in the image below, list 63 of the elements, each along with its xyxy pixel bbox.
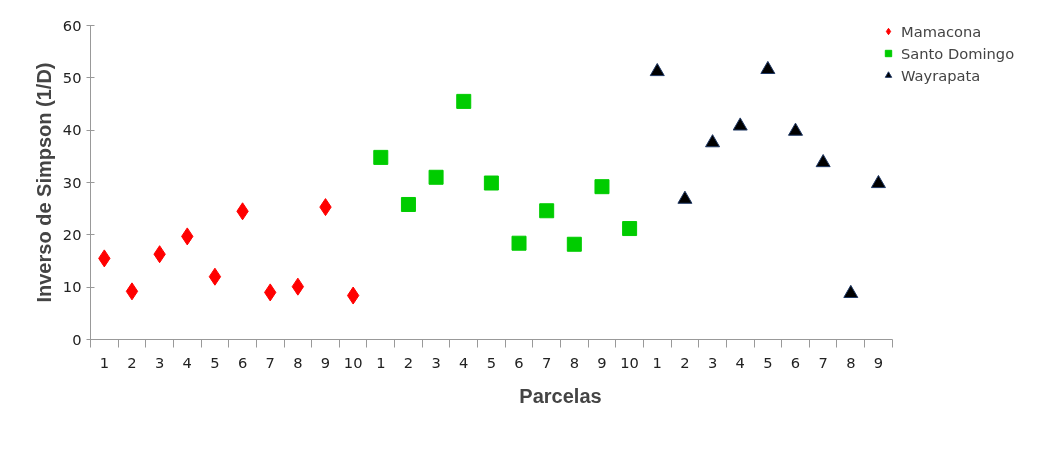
x-tick-label: 4: [735, 353, 745, 371]
legend-label: Wayrapata: [901, 66, 981, 84]
point: [483, 175, 499, 191]
x-tick-label: 7: [818, 353, 828, 371]
point: [815, 154, 831, 168]
point: [732, 117, 748, 131]
point: [622, 221, 638, 237]
x-tick-label: 1: [376, 353, 386, 371]
point: [566, 236, 582, 252]
x-tick-label: 4: [182, 353, 192, 371]
y-tick-label: 0: [72, 330, 82, 348]
x-tick-label: 8: [569, 353, 579, 371]
y-axis-title: Inverso de Simpson (1/D): [32, 62, 55, 303]
y-tick-label: 50: [62, 68, 82, 86]
x-tick-label: 2: [680, 353, 690, 371]
point: [456, 93, 472, 109]
y-tick-label: 40: [62, 121, 82, 139]
point: [539, 203, 555, 219]
point: [760, 60, 776, 74]
legend-label: Santo Domingo: [901, 44, 1015, 62]
y-tick-label: 10: [62, 278, 82, 296]
y-tick-label: 30: [62, 173, 82, 191]
y-tick-label: 20: [62, 225, 82, 243]
legend-label: Mamacona: [901, 24, 982, 40]
x-tick-label: 6: [514, 353, 524, 371]
point: [291, 277, 305, 296]
point: [677, 190, 693, 204]
point: [346, 286, 360, 305]
x-tick-label: 5: [210, 353, 220, 371]
x-tick-label: 3: [154, 353, 165, 371]
x-tick-label: 9: [320, 353, 331, 371]
x-tick-label: 8: [293, 353, 303, 371]
x-tick-label: 10: [620, 353, 639, 371]
x-tick-label: 9: [597, 353, 607, 371]
point: [705, 134, 721, 148]
x-tick-label: 5: [486, 353, 497, 371]
point: [511, 235, 527, 251]
point: [594, 179, 610, 195]
x-tick-label: 2: [403, 353, 414, 371]
x-tick-label: 9: [873, 353, 884, 371]
x-tick-label: 1: [652, 353, 662, 371]
x-tick-label: 3: [431, 353, 441, 371]
point: [208, 267, 222, 286]
x-tick-label: 2: [127, 353, 137, 371]
x-tick-label: 6: [237, 353, 248, 371]
point: [125, 282, 139, 301]
point: [428, 169, 444, 185]
point: [649, 62, 665, 77]
x-tick-label: 6: [790, 353, 801, 371]
x-tick-label: 7: [542, 353, 552, 371]
point: [400, 196, 416, 212]
x-axis-title: Parcelas: [519, 384, 602, 407]
x-tick-label: 5: [763, 353, 773, 371]
point: [870, 174, 886, 189]
point: [788, 122, 803, 136]
y-tick-label: 60: [62, 16, 82, 34]
x-tick-label: 7: [265, 353, 275, 371]
x-tick-label: 1: [99, 353, 109, 371]
x-tick-label: 8: [846, 353, 856, 371]
x-tick-label: 4: [459, 353, 469, 371]
point: [373, 149, 389, 165]
x-tick-label: 10: [343, 353, 363, 371]
x-tick-label: 3: [707, 353, 718, 371]
